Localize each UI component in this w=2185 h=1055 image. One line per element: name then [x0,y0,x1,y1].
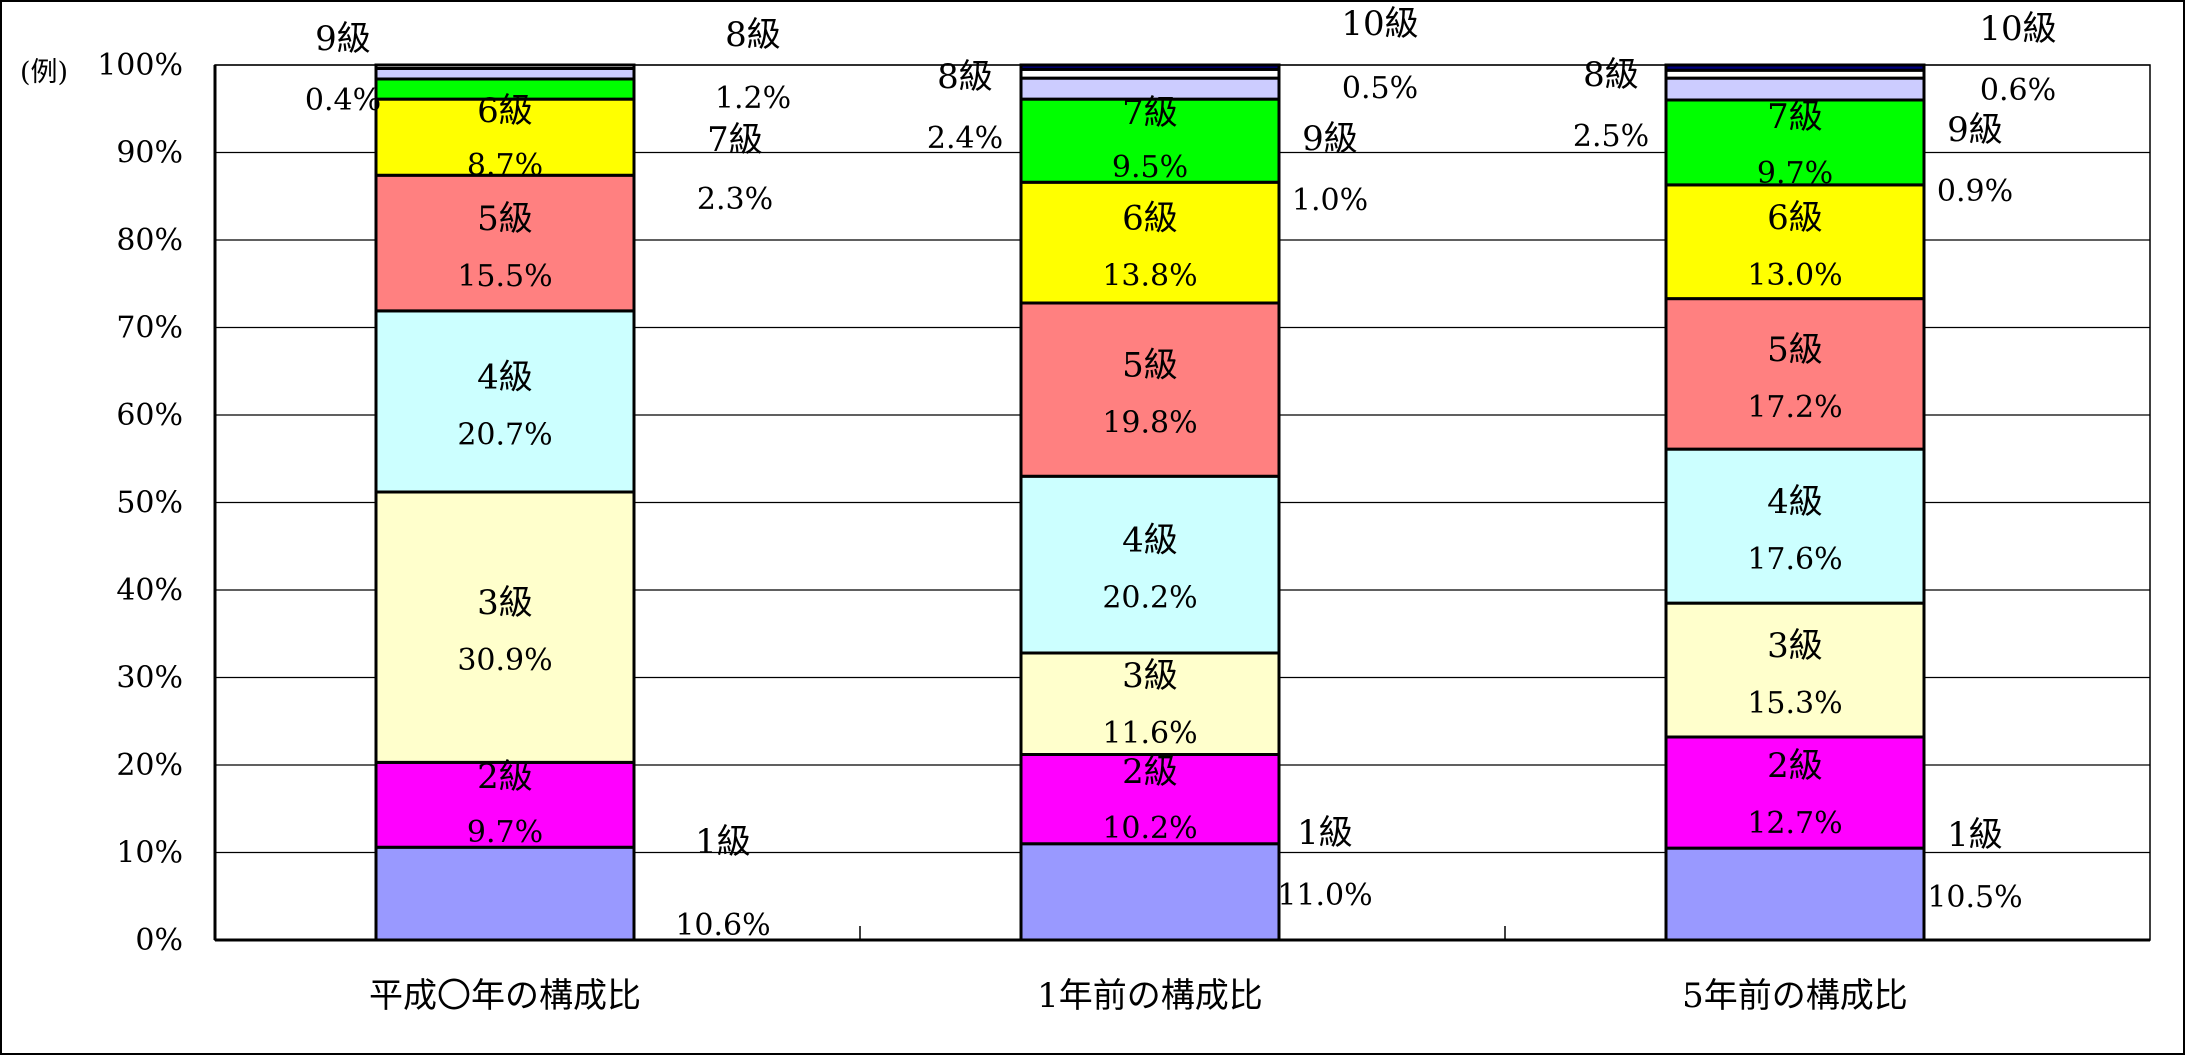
x-tick-label: 5年前の構成比 [1682,976,1908,1016]
value-label: 0.6% [1980,73,2056,108]
data-labels: 1級 10.6% 2級 9.7% 3級 30.9% 4級 20.7% 5級 15.5% 6級 8.7%… [305,4,2057,943]
series-label: 1級 [1297,813,1353,853]
bar-segment [1664,846,1926,942]
y-tick-label: 20% [116,748,183,783]
series-label: 1級 [695,822,751,862]
bar-segment [1664,447,1926,605]
bar-segment [1019,842,1281,942]
series-label: 7級 [1767,97,1823,137]
series-label: 6級 [477,91,533,131]
series-label: 4級 [1767,482,1823,522]
value-label: 9.7% [1757,156,1833,191]
value-label: 30.9% [457,643,552,678]
series-label: 10級 [1341,4,1418,44]
y-tick-label: 40% [116,573,183,608]
series-label: 4級 [1122,521,1178,561]
value-label: 0.9% [1937,174,2013,209]
value-label: 19.8% [1102,406,1197,441]
y-tick-label: 50% [116,486,183,521]
x-tick-label: 1年前の構成比 [1037,976,1263,1016]
bar-segment [1664,297,1926,451]
y-tick-label: 30% [116,661,183,696]
axes: 0% 10% 20% 30% 40% 50% 60% 70% 80% 90% 100% 平成〇年の構成… [97,48,2151,1016]
series-label: 7級 [707,120,763,160]
value-label: 17.2% [1747,390,1842,425]
value-label: 11.0% [1277,878,1372,913]
series-label: 9級 [1947,110,2003,150]
value-label: 12.7% [1747,806,1842,841]
value-label: 2.4% [927,121,1003,156]
series-label: 1級 [1947,815,2003,855]
bar-segment [1019,180,1281,305]
bar-segment [374,309,636,494]
value-label: 2.5% [1573,119,1649,154]
series-label: 2級 [1767,746,1823,786]
y-tick-label: 70% [116,311,183,346]
series-label: 6級 [1767,198,1823,238]
value-label: 11.6% [1102,716,1197,751]
bar-segment [1664,63,1926,72]
value-label: 9.5% [1112,150,1188,185]
series-label: 7級 [1122,93,1178,133]
value-label: 1.0% [1292,183,1368,218]
value-label: 8.7% [467,148,543,183]
bar-segment [1019,651,1281,756]
unit-label: (例) [20,57,68,88]
series-label: 10級 [1979,9,2056,49]
value-label: 20.2% [1102,581,1197,616]
y-tick-label: 10% [116,836,183,871]
bar-segment [1019,753,1281,846]
bar-segment [1019,97,1281,184]
bar-segment [374,490,636,764]
value-label: 9.7% [467,815,543,850]
value-label: 15.5% [457,259,552,294]
bar-segment [1019,301,1281,478]
value-label: 17.6% [1747,542,1842,577]
series-label: 8級 [725,15,781,55]
series-label: 8級 [1583,55,1639,95]
y-tick-label: 80% [116,223,183,258]
bar-segment [1664,601,1926,739]
series-label: 8級 [937,57,993,97]
y-tick-label: 0% [135,923,183,958]
bar-segment [374,97,636,177]
x-tick-label: 平成〇年の構成比 [369,976,641,1016]
value-label: 15.3% [1747,686,1842,721]
bar-segment [374,845,636,942]
series-label: 4級 [477,357,533,397]
series-label: 3級 [1767,626,1823,666]
series-label: 2級 [477,757,533,797]
bars [374,63,1926,942]
value-label: 20.7% [457,417,552,452]
value-label: 0.5% [1342,71,1418,106]
series-label: 3級 [477,583,533,623]
series-label: 9級 [315,19,371,59]
bar-segment [374,67,636,81]
value-label: 0.4% [305,83,381,118]
value-label: 2.3% [697,182,773,217]
series-label: 3級 [1122,656,1178,696]
series-label: 9級 [1302,119,1358,159]
series-label: 2級 [1122,752,1178,792]
value-label: 13.0% [1747,258,1842,293]
value-label: 10.2% [1102,811,1197,846]
value-label: 10.6% [675,908,770,943]
bar-segment [1664,735,1926,850]
bar-segment [1019,474,1281,655]
series-label: 5級 [477,199,533,239]
series-label: 5級 [1122,346,1178,386]
series-label: 5級 [1767,330,1823,370]
y-tick-label: 60% [116,398,183,433]
y-tick-label: 100% [97,48,183,83]
value-label: 10.5% [1927,880,2022,915]
value-label: 13.8% [1102,259,1197,294]
bar-segment [374,173,636,313]
y-tick-label: 90% [116,136,183,171]
value-label: 1.2% [715,81,791,116]
series-label: 6級 [1122,199,1178,239]
